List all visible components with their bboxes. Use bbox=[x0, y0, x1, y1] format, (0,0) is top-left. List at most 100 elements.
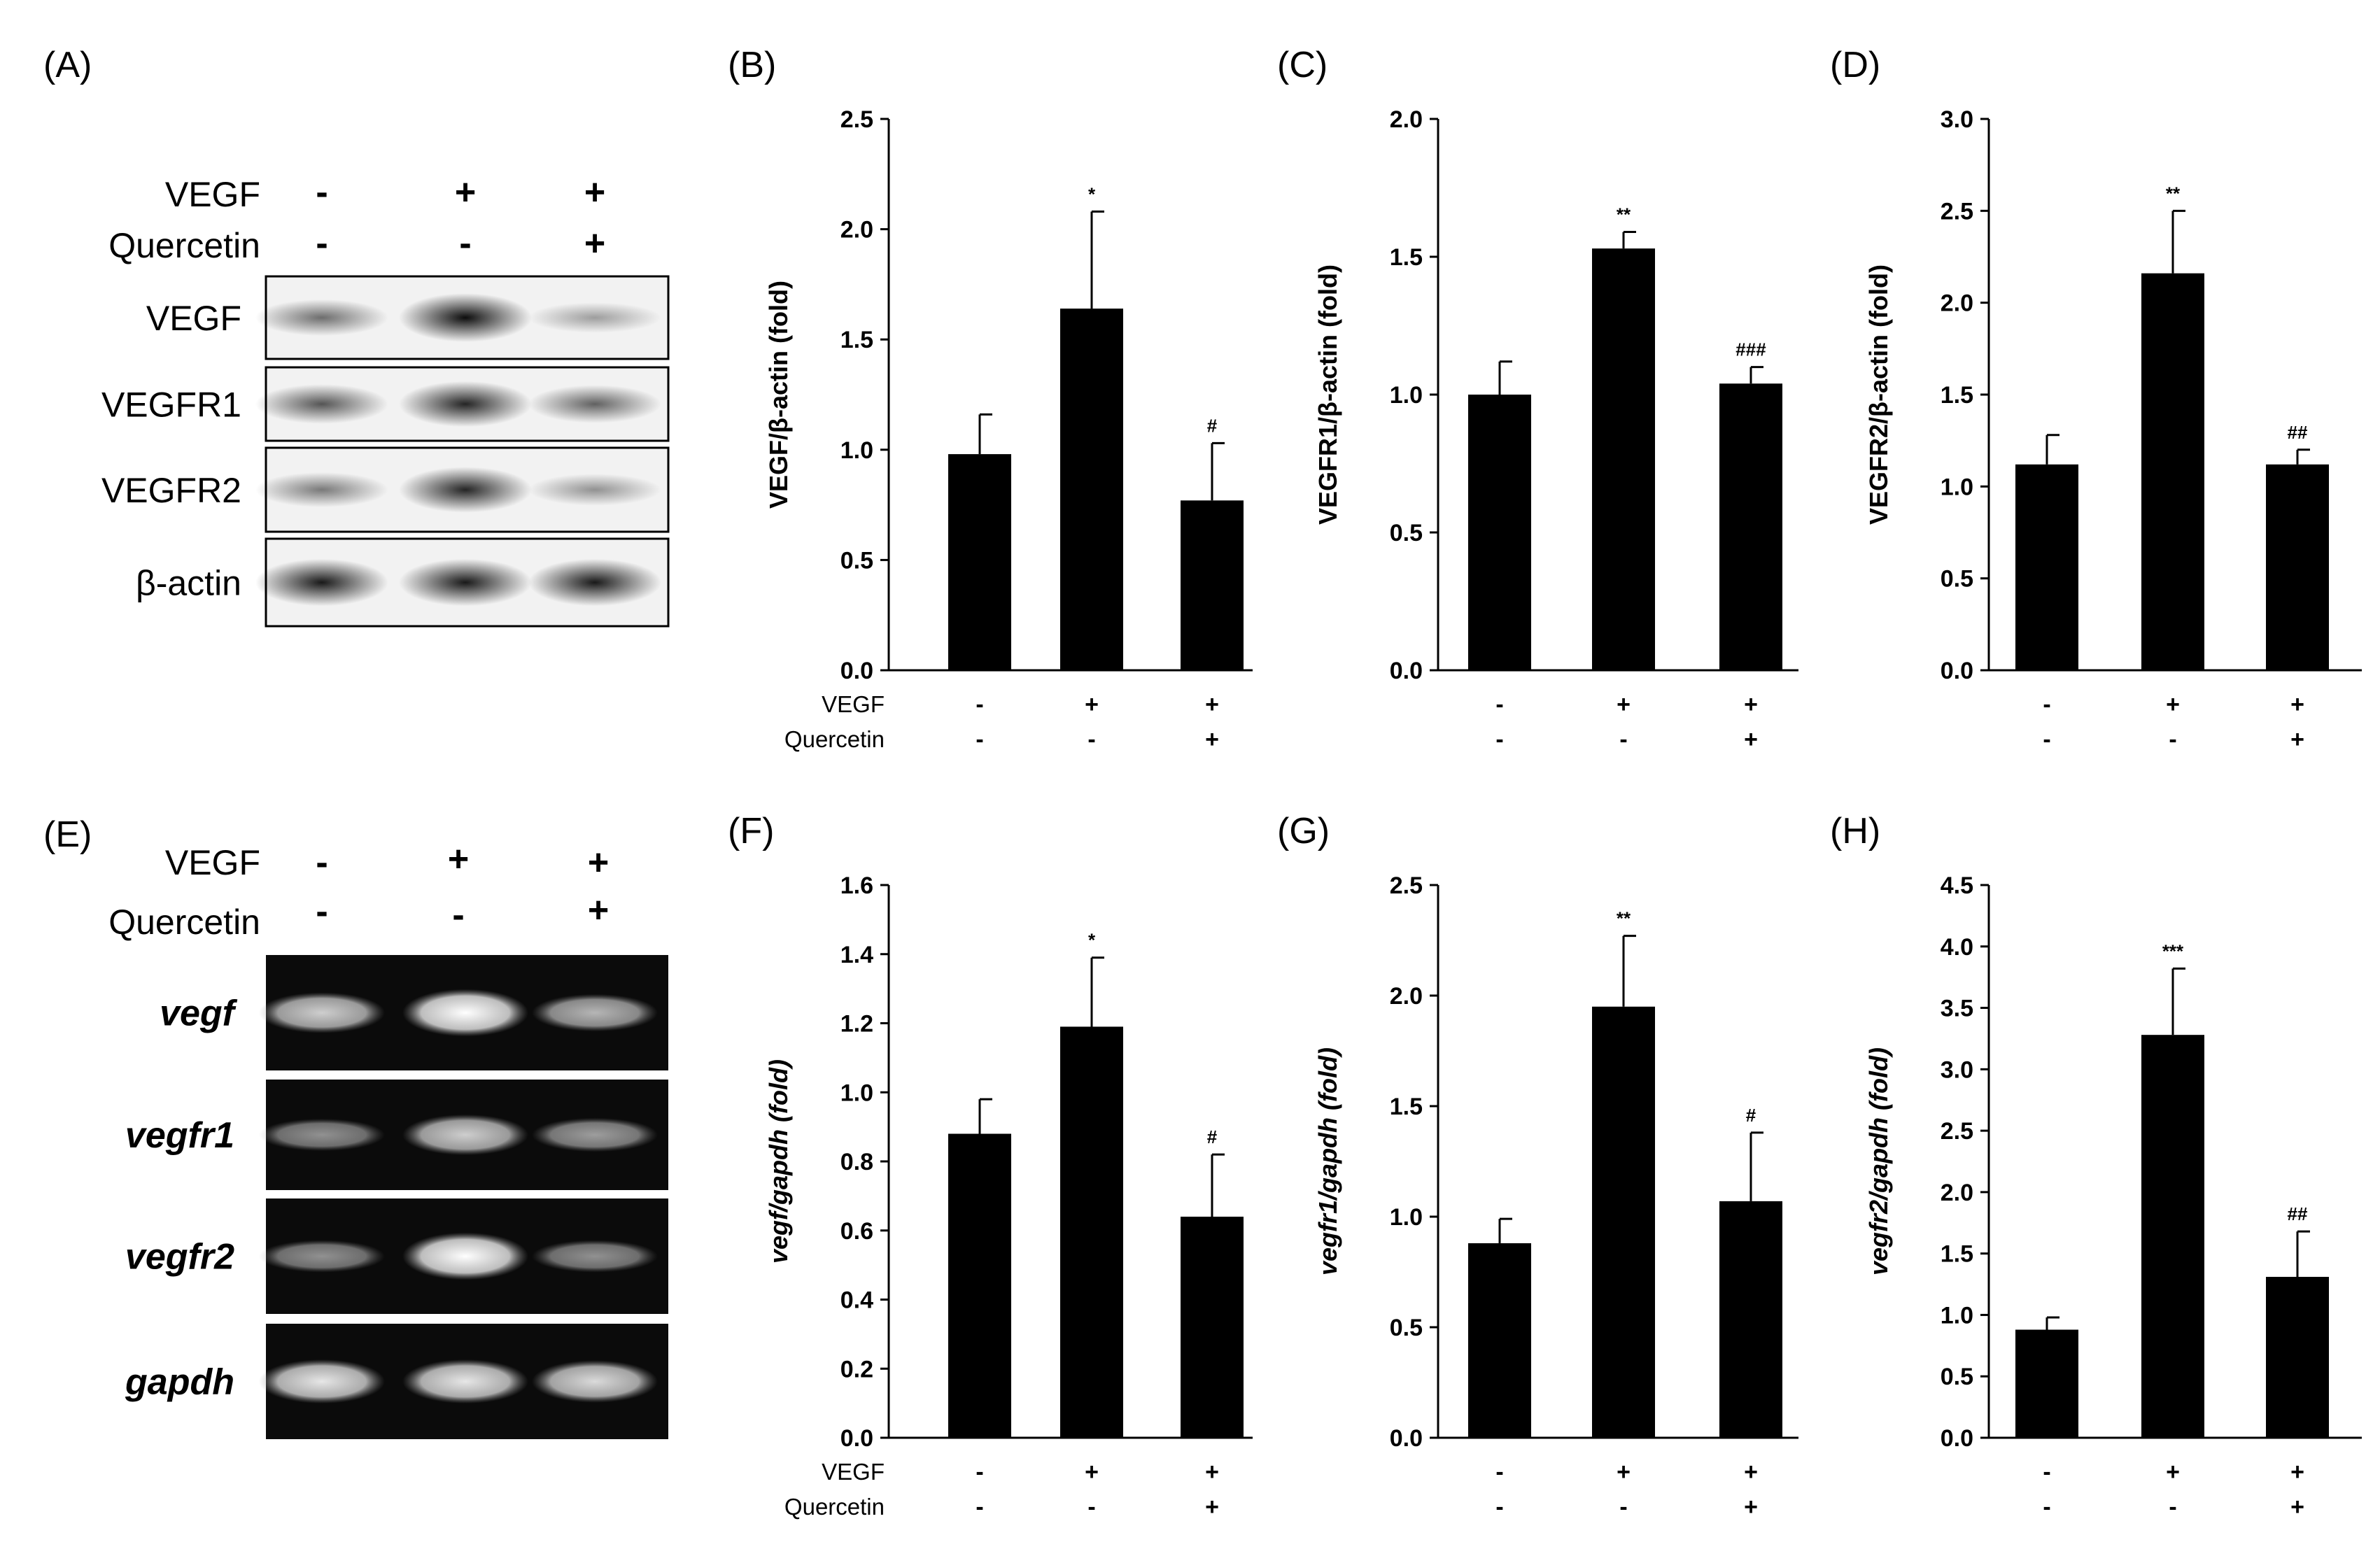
condition-sign: + bbox=[1205, 726, 1219, 753]
bar bbox=[948, 1133, 1011, 1438]
condition-sign: - bbox=[976, 691, 983, 718]
condition-sign: - bbox=[2043, 691, 2050, 718]
y-tick-label: 1.0 bbox=[1390, 382, 1423, 409]
blot-label: β-actin bbox=[136, 564, 241, 603]
y-axis-label: VEGF/β-actin (fold) bbox=[764, 281, 793, 509]
y-tick-label: 0.6 bbox=[840, 1218, 873, 1245]
bar bbox=[2266, 1277, 2329, 1438]
bar bbox=[948, 454, 1011, 670]
panel-label: (B) bbox=[728, 45, 776, 85]
condition-sign: - bbox=[976, 726, 983, 753]
bar bbox=[1181, 500, 1244, 670]
panel-label: (C) bbox=[1277, 45, 1328, 85]
y-tick-label: 3.0 bbox=[1941, 1056, 1973, 1083]
y-tick-label: 0.0 bbox=[1390, 1425, 1423, 1452]
condition-sign: - bbox=[1495, 1494, 1503, 1520]
gel-label: vegfr1 bbox=[125, 1115, 234, 1156]
blot-band bbox=[255, 558, 388, 607]
blot-header-sign: + bbox=[455, 172, 476, 213]
y-tick-label: 2.0 bbox=[1941, 1180, 1973, 1206]
pcr-gel-strips: vegf vegfr1 vegfr2 gapdh bbox=[125, 955, 668, 1439]
y-tick-label: 3.5 bbox=[1941, 996, 1973, 1022]
condition-sign: + bbox=[2166, 691, 2180, 718]
blot-band bbox=[528, 302, 661, 333]
condition-sign: + bbox=[2290, 1494, 2304, 1520]
condition-sign: + bbox=[1744, 1494, 1758, 1520]
panel-e: (E) VEGF Quercetin - + + - - + vegf vegfr… bbox=[43, 814, 668, 1439]
bar bbox=[2141, 273, 2204, 670]
significance-mark: # bbox=[1207, 1126, 1218, 1147]
gel-header-sign: - bbox=[316, 842, 328, 883]
condition-sign: + bbox=[1205, 1459, 1219, 1485]
chart-f: (F) 0.0 0.2 0.4 0.6 0.8 1.0 1.2 1.4 1.6 vegf/gapdh… bbox=[728, 811, 1253, 1520]
gel-band bbox=[402, 989, 528, 1037]
condition-sign: + bbox=[1617, 1459, 1631, 1485]
y-tick-label: 0.5 bbox=[840, 547, 873, 574]
chart-c: (C) 0.0 0.5 1.0 1.5 2.0 VEGFR1/β-actin (fold) *… bbox=[1277, 45, 1798, 753]
y-axis-label: VEGFR2/β-actin (fold) bbox=[1864, 264, 1893, 525]
bar bbox=[1060, 309, 1123, 670]
significance-mark: ** bbox=[1617, 908, 1631, 929]
condition-sign: + bbox=[1085, 691, 1099, 718]
blot-band bbox=[399, 293, 532, 342]
y-tick-label: 1.5 bbox=[1941, 1241, 1973, 1268]
y-tick-label: 2.0 bbox=[840, 217, 873, 243]
significance-mark: ** bbox=[1617, 204, 1631, 225]
gel-header-sign: - bbox=[316, 891, 328, 932]
y-tick-label: 1.0 bbox=[1390, 1204, 1423, 1231]
bar bbox=[1719, 383, 1782, 670]
y-tick-label: 0.2 bbox=[840, 1356, 873, 1382]
gel-band bbox=[259, 1359, 385, 1404]
bar bbox=[1592, 1006, 1655, 1438]
condition-sign: - bbox=[2169, 1494, 2176, 1520]
condition-sign: + bbox=[2166, 1459, 2180, 1485]
y-tick-label: 1.0 bbox=[1941, 1302, 1973, 1329]
gel-label: gapdh bbox=[125, 1362, 234, 1403]
y-tick-label: 0.0 bbox=[840, 658, 873, 684]
panel-label: (D) bbox=[1830, 45, 1880, 85]
condition-label: Quercetin bbox=[784, 726, 885, 752]
y-tick-label: 0.5 bbox=[1390, 1315, 1423, 1341]
condition-label: Quercetin bbox=[784, 1494, 885, 1520]
condition-sign: - bbox=[1087, 726, 1095, 753]
y-tick-label: 0.5 bbox=[1390, 520, 1423, 546]
blot-band bbox=[255, 299, 388, 337]
bar bbox=[2015, 464, 2078, 670]
y-tick-label: 2.5 bbox=[1941, 1118, 1973, 1145]
bar bbox=[2015, 1329, 2078, 1438]
y-tick-label: 4.0 bbox=[1941, 934, 1973, 961]
panel-label: (F) bbox=[728, 811, 774, 851]
panel-label: (G) bbox=[1277, 811, 1330, 851]
gel-header-sign: + bbox=[448, 839, 469, 879]
y-axis-label: vegfr2/gapdh (fold) bbox=[1864, 1047, 1893, 1275]
condition-sign: + bbox=[1744, 1459, 1758, 1485]
y-tick-label: 2.0 bbox=[1390, 983, 1423, 1010]
condition-sign: + bbox=[1205, 691, 1219, 718]
blot-band bbox=[528, 385, 661, 423]
gel-band bbox=[532, 1360, 658, 1403]
gel-label: vegfr2 bbox=[125, 1237, 234, 1278]
blot-band bbox=[399, 467, 532, 513]
condition-sign: + bbox=[2290, 1459, 2304, 1485]
blot-band bbox=[528, 558, 661, 607]
y-tick-label: 1.4 bbox=[840, 942, 873, 968]
y-tick-label: 2.0 bbox=[1390, 106, 1423, 133]
y-tick-label: 1.6 bbox=[840, 872, 873, 899]
condition-sign: - bbox=[1495, 1459, 1503, 1485]
y-tick-label: 0.4 bbox=[840, 1287, 873, 1314]
significance-mark: ** bbox=[2166, 183, 2181, 204]
condition-sign: + bbox=[1744, 691, 1758, 718]
bar bbox=[1468, 1243, 1531, 1438]
blot-header-sign: - bbox=[316, 172, 328, 213]
y-tick-label: 0.5 bbox=[1941, 1364, 1973, 1390]
condition-sign: + bbox=[2290, 691, 2304, 718]
gel-label: vegf bbox=[160, 993, 238, 1034]
y-tick-label: 2.0 bbox=[1941, 290, 1973, 317]
blot-header-sign: + bbox=[584, 223, 605, 264]
blot-header-vegf-label: VEGF bbox=[165, 175, 260, 214]
bar bbox=[2141, 1035, 2204, 1438]
y-tick-label: 1.5 bbox=[1390, 1094, 1423, 1120]
blot-header-quercetin-label: Quercetin bbox=[108, 226, 260, 265]
blot-header-sign: - bbox=[459, 223, 471, 264]
y-tick-label: 2.5 bbox=[1390, 872, 1423, 899]
